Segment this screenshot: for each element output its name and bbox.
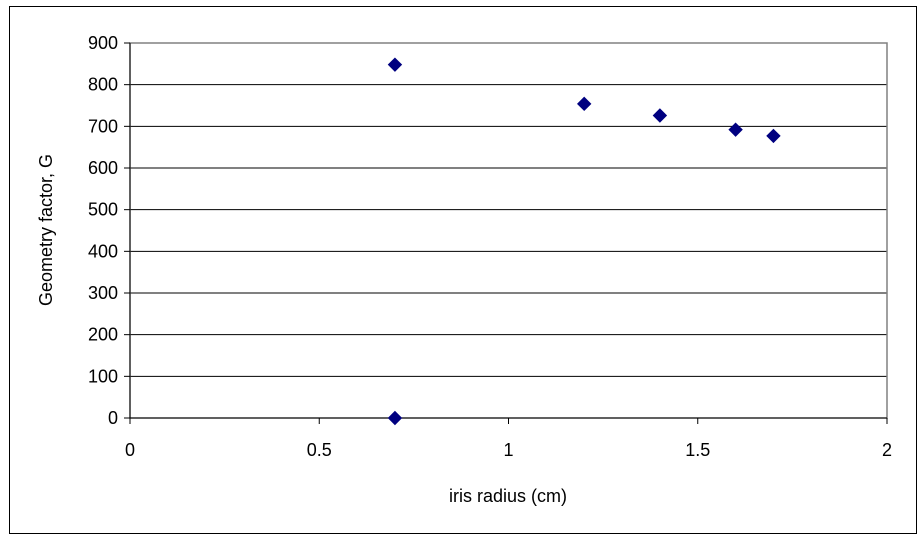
x-tick-label: 1.5	[685, 440, 710, 460]
x-tick-label: 1	[503, 440, 513, 460]
y-tick-label: 400	[88, 241, 118, 261]
x-axis-ticks: 0 0.5 1 1.5 2	[125, 418, 892, 460]
x-axis-title: iris radius (cm)	[449, 486, 567, 506]
gridlines	[130, 42, 887, 377]
y-axis-title: Geometry factor, G	[36, 154, 56, 306]
y-tick-label: 0	[108, 408, 118, 428]
y-tick-label: 500	[88, 200, 118, 220]
data-point	[766, 128, 781, 144]
x-tick-label: 0.5	[307, 440, 332, 460]
x-tick-label: 0	[125, 440, 135, 460]
data-point	[387, 57, 403, 72]
data-points	[387, 57, 781, 426]
plot-area	[129, 42, 888, 419]
data-point	[728, 122, 743, 137]
y-tick-label: 200	[88, 325, 118, 345]
x-tick-label: 2	[882, 440, 892, 460]
chart-frame	[9, 6, 917, 534]
y-axis-ticks: 0 100 200 300 400 500 600 700 800 900	[88, 33, 130, 428]
data-point	[652, 108, 668, 123]
y-tick-label: 600	[88, 158, 118, 178]
y-tick-label: 800	[88, 75, 118, 95]
data-point	[576, 96, 592, 112]
y-tick-label: 700	[88, 116, 118, 136]
data-point	[387, 410, 403, 426]
y-tick-label: 100	[88, 366, 118, 386]
y-tick-label: 900	[88, 33, 118, 53]
y-tick-label: 300	[88, 283, 118, 303]
